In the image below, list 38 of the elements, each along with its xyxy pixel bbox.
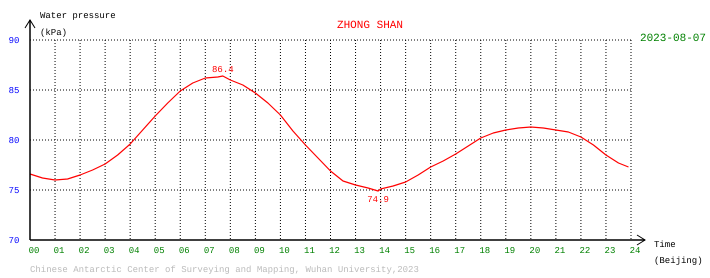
x-tick-label: 06 xyxy=(178,246,190,256)
x-tick-label: 12 xyxy=(329,246,340,256)
x-tick-label: 15 xyxy=(404,246,416,256)
y-tick-label: 70 xyxy=(8,236,20,246)
x-axis-title: Time (Beijing) xyxy=(654,240,703,266)
x-tick-label: 23 xyxy=(604,246,616,256)
y-axis-title: Water pressure (kPa) xyxy=(40,11,116,38)
x-tick-label: 01 xyxy=(54,246,64,256)
y-tick-label: 80 xyxy=(8,136,20,146)
text: 2023-08-07 xyxy=(640,33,706,45)
x-tick-label: 04 xyxy=(128,246,140,256)
x-tick-label: 10 xyxy=(279,246,290,256)
x-tick-label: 22 xyxy=(580,246,590,256)
text: Chinese Antarctic Center of Surveying and Mapping, Wuhan University,2023 xyxy=(30,265,419,275)
y-tick-label: 85 xyxy=(8,86,20,96)
annotation: 86.4 xyxy=(212,65,234,75)
x-tick-label: 14 xyxy=(379,246,390,256)
x-tick-label: 20 xyxy=(529,246,540,256)
y-tick-label: 75 xyxy=(8,186,20,196)
x-tick-label: 18 xyxy=(479,246,490,256)
x-tick-label: 02 xyxy=(78,246,90,256)
x-tick-label: 09 xyxy=(254,246,265,256)
x-tick-label: 05 xyxy=(154,246,165,256)
x-tick-label: 08 xyxy=(228,246,240,256)
x-tick-label: 21 xyxy=(554,246,566,256)
x-tick-label: 24 xyxy=(630,246,640,256)
x-tick-label: 00 xyxy=(28,246,40,256)
x-tick-label: 17 xyxy=(454,246,466,256)
x-tick-label: 19 xyxy=(504,246,516,256)
annotation: 74.9 xyxy=(367,195,389,205)
x-tick-label: 07 xyxy=(204,246,215,256)
x-tick-label: 13 xyxy=(354,246,365,256)
y-tick-label: 90 xyxy=(8,36,20,46)
x-tick-label: 11 xyxy=(304,246,315,256)
x-tick-label: 03 xyxy=(104,246,115,256)
line-series xyxy=(29,75,630,192)
chart-title: ZHONG SHAN xyxy=(336,20,404,32)
x-tick-label: 16 xyxy=(429,246,440,256)
